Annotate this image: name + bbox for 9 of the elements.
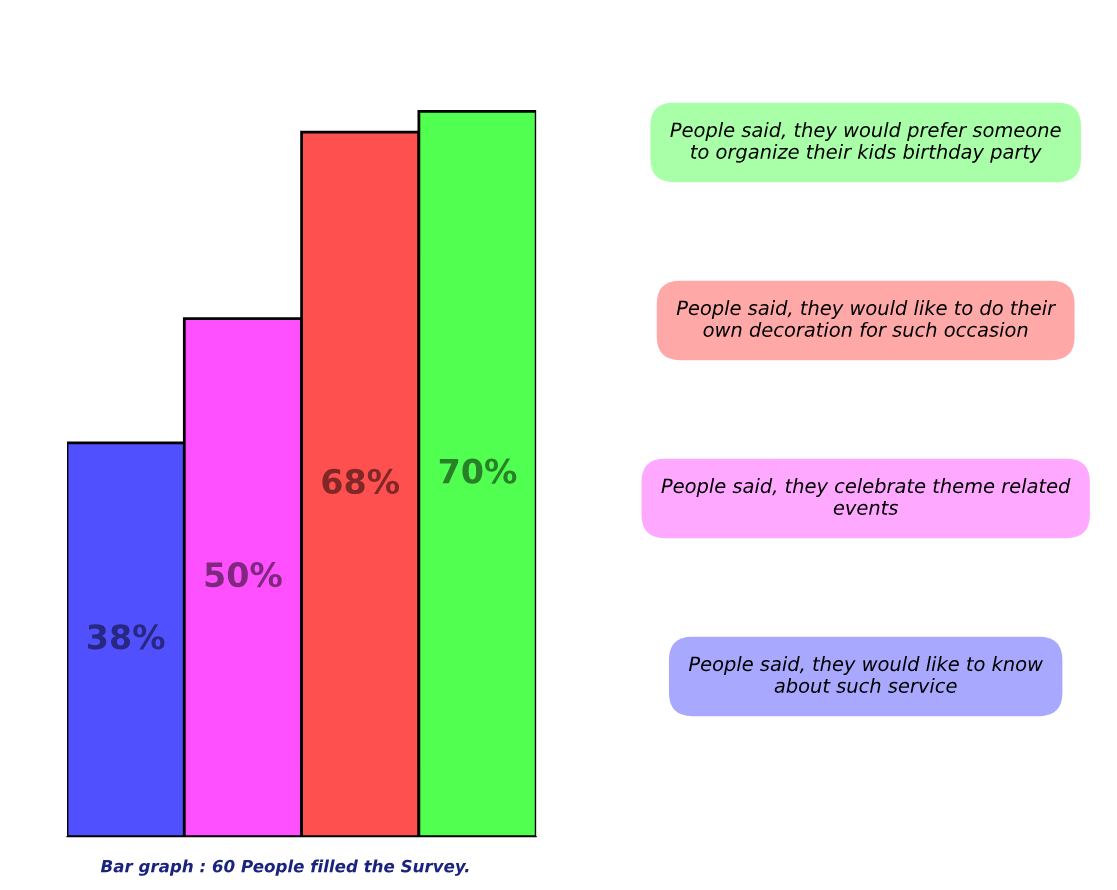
data-label: 50% — [205, 562, 282, 588]
text: People said, they would like to do their own decoration for such occasion — [676, 300, 1057, 337]
text: People said, they celebrate theme related events — [661, 478, 1071, 515]
data-label: 68% — [322, 468, 400, 495]
data-label: 38% — [88, 624, 165, 650]
text: Bar graph : 60 People filled the Survey. — [100, 859, 469, 876]
text: People said, they would prefer someone to organize their kids birthday party — [670, 122, 1061, 163]
data-label: 70% — [439, 458, 517, 484]
text: People said, they would like to know about such service — [688, 656, 1043, 693]
